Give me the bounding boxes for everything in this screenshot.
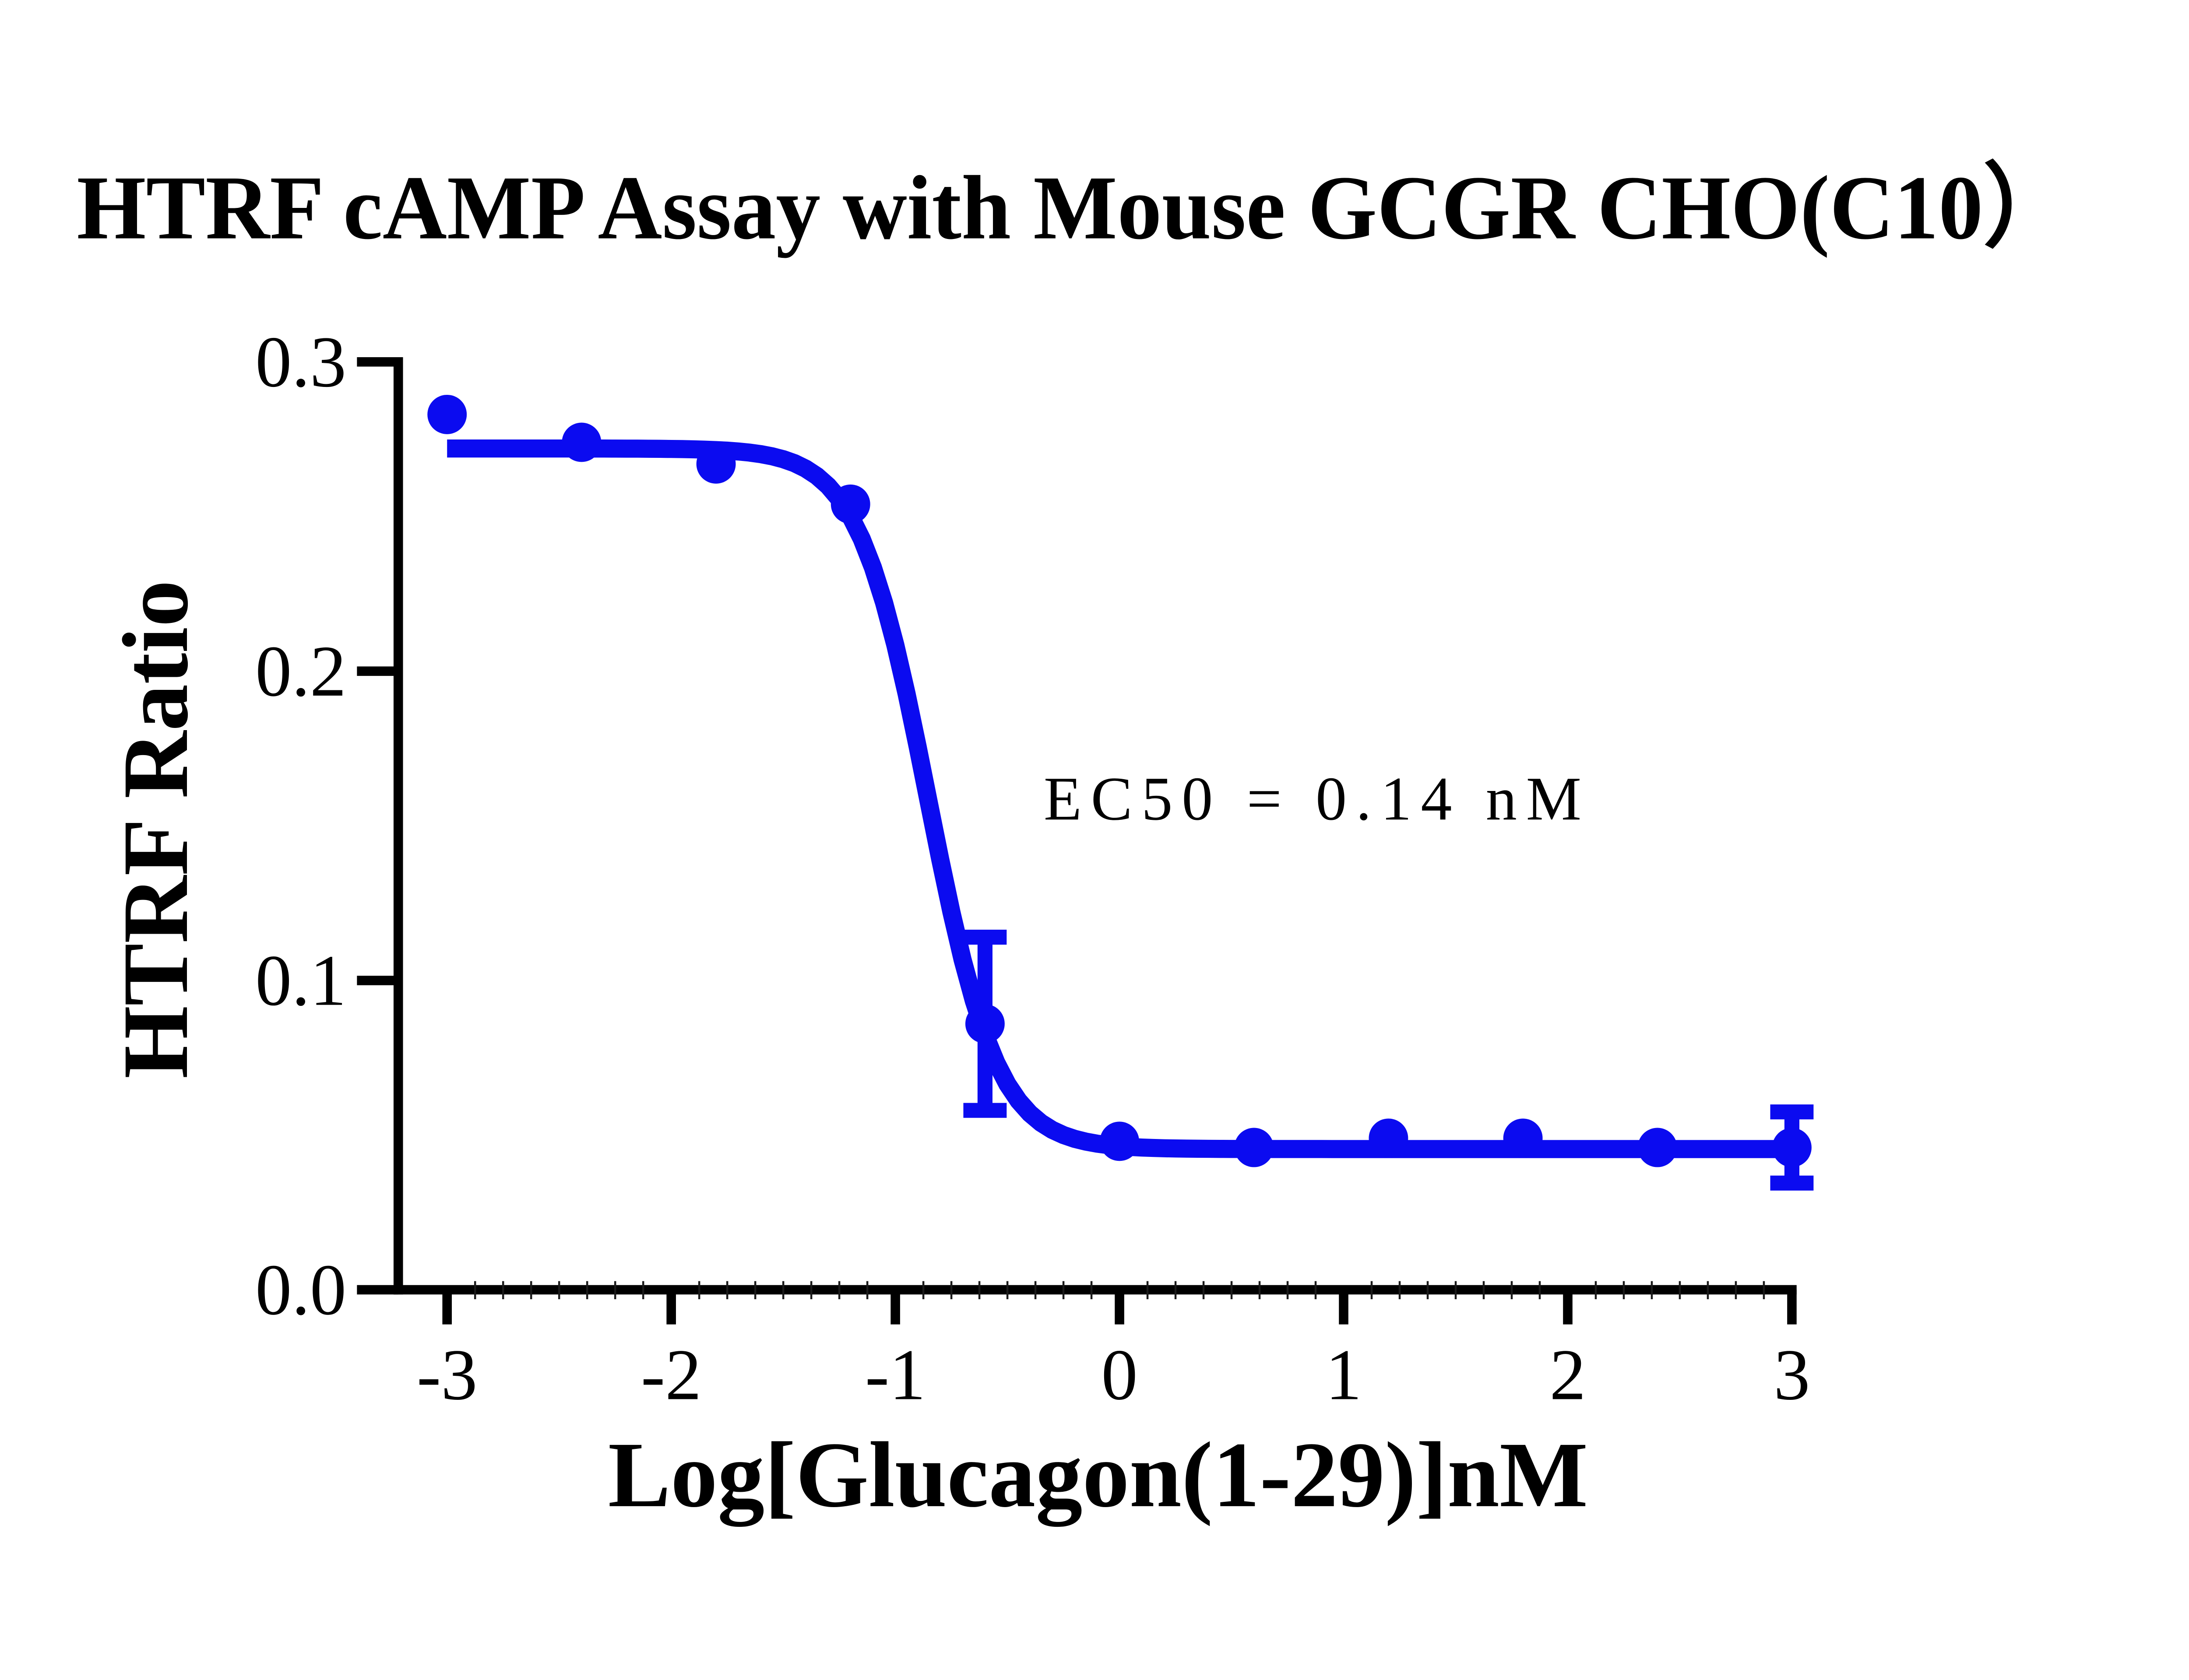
- data-points-group: [427, 394, 1812, 1167]
- x-ticks-group: -3 -2 -1 0 1 2 3: [417, 1290, 1810, 1415]
- x-tick-label: 0: [1102, 1334, 1138, 1415]
- data-point-marker: [427, 394, 467, 434]
- data-point-marker: [1503, 1118, 1543, 1158]
- data-point-marker: [1234, 1128, 1274, 1167]
- y-tick-label: 0.1: [255, 940, 346, 1021]
- chart-background: [0, 84, 2189, 1596]
- y-axis-label: HTRF Ratio: [104, 580, 208, 1079]
- x-tick-label: 2: [1549, 1334, 1586, 1415]
- data-point-marker: [696, 444, 736, 484]
- data-point-marker: [1772, 1128, 1812, 1167]
- x-tick-label: -2: [641, 1334, 702, 1415]
- x-tick-label: -1: [865, 1334, 926, 1415]
- chart-title: HTRF cAMP Assay with Mouse GCGR CHO(C10）: [77, 157, 2072, 258]
- x-axis-label: Log[Glucagon(1-29)]nM: [608, 1423, 1588, 1527]
- data-point-marker: [1100, 1121, 1140, 1161]
- x-tick-label: 1: [1325, 1334, 1362, 1415]
- data-point-marker: [1369, 1118, 1408, 1158]
- x-tick-label: -3: [417, 1334, 478, 1415]
- data-point-marker: [965, 1004, 1005, 1044]
- axes-group: [393, 357, 1797, 1295]
- data-point-marker: [562, 422, 602, 462]
- x-tick-label: 3: [1774, 1334, 1810, 1415]
- y-ticks-group: 0.0 0.1 0.2 0.3: [255, 322, 398, 1330]
- y-tick-label: 0.2: [255, 631, 346, 711]
- y-tick-label: 0.0: [255, 1249, 346, 1330]
- y-tick-label: 0.3: [255, 322, 346, 402]
- data-point-marker: [1637, 1128, 1677, 1167]
- data-point-marker: [831, 484, 870, 524]
- x-minor-ticks-group: [474, 1281, 1765, 1300]
